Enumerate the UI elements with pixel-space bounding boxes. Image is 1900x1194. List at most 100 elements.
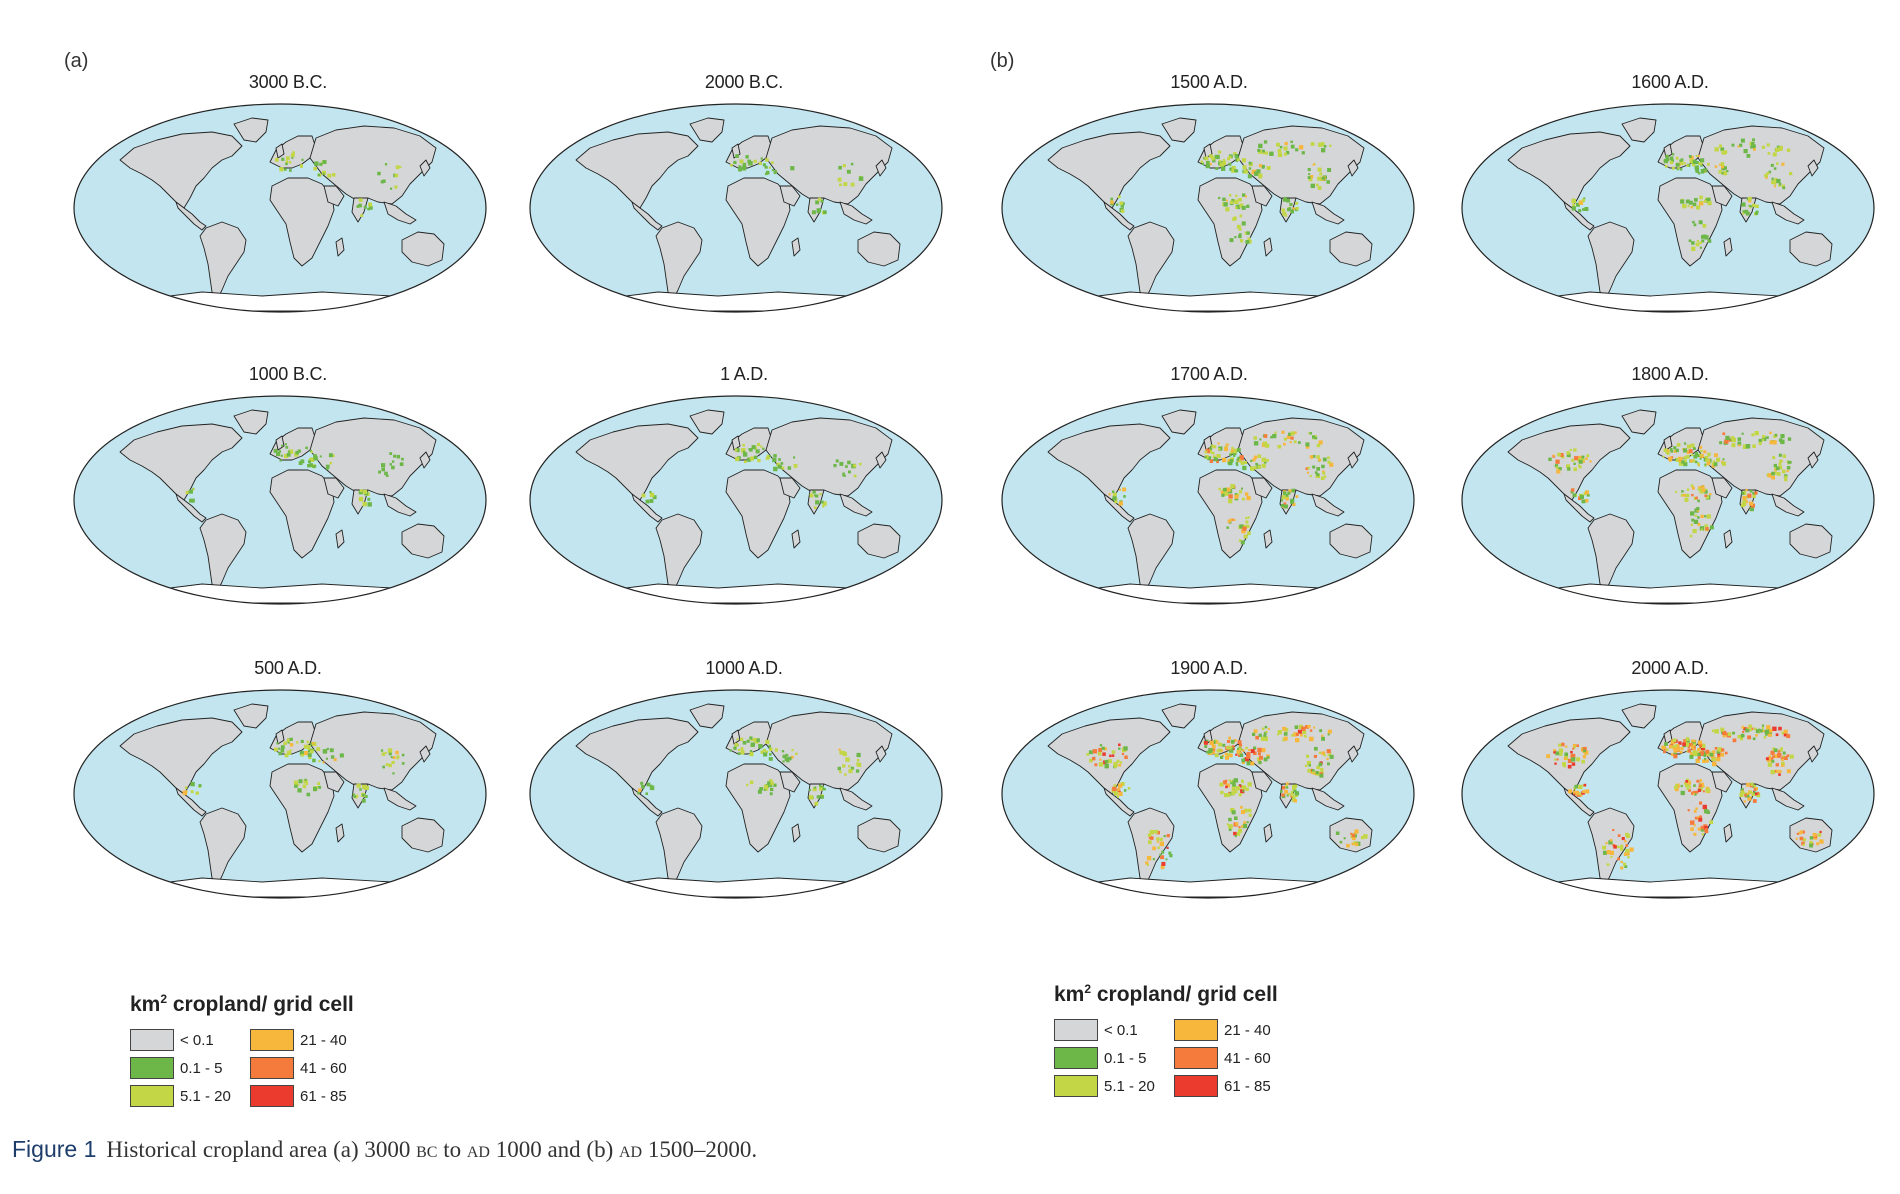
- cropland-cell: [1620, 866, 1624, 870]
- cropland-cell: [1775, 147, 1780, 152]
- cropland-cell: [395, 750, 399, 755]
- cropland-cell: [1714, 453, 1718, 458]
- cropland-cell: [822, 505, 825, 508]
- cropland-cell: [1693, 223, 1697, 227]
- cropland-cell: [1688, 239, 1692, 243]
- cropland-cell: [1764, 173, 1768, 178]
- cropland-cell: [1308, 764, 1311, 767]
- cropland-cells: [1546, 724, 1824, 870]
- cropland-cell: [1573, 462, 1576, 465]
- cropland-cell: [1702, 224, 1707, 228]
- cropland-cell: [1218, 742, 1222, 747]
- cropland-cell: [1727, 732, 1732, 736]
- cropland-cell: [1717, 752, 1722, 757]
- cropland-cell: [1226, 487, 1231, 492]
- cropland-cell: [777, 464, 782, 469]
- cropland-cell: [814, 786, 817, 789]
- cropland-cell: [1161, 861, 1166, 866]
- cropland-cell: [1722, 458, 1725, 461]
- cropland-cell: [853, 464, 857, 468]
- cropland-cell: [1721, 748, 1725, 752]
- cropland-cell: [1687, 809, 1690, 812]
- cropland-cell: [1266, 756, 1270, 759]
- cropland-cell: [362, 489, 368, 494]
- cropland-cell: [305, 782, 309, 785]
- cropland-cell: [1786, 469, 1789, 473]
- cropland-cell: [1156, 840, 1159, 843]
- cropland-cell: [1555, 466, 1559, 469]
- continent-south-america: [199, 221, 247, 299]
- cropland-cell: [1700, 825, 1705, 830]
- cropland-cell: [313, 786, 316, 789]
- world-map-500ad: [73, 689, 487, 899]
- cropland-cell: [303, 779, 308, 784]
- cropland-cell: [1692, 750, 1697, 755]
- cropland-cell: [1772, 747, 1776, 751]
- cropland-cell: [1335, 831, 1340, 835]
- cropland-cell: [1722, 171, 1728, 176]
- legend-item: 21 - 40: [1174, 1019, 1294, 1041]
- cropland-cell: [1204, 741, 1208, 745]
- cropland-cell: [1729, 438, 1732, 441]
- cropland-cell: [1695, 751, 1700, 756]
- cropland-cell: [765, 787, 769, 791]
- cropland-cell: [842, 752, 847, 757]
- continent-greenland: [1161, 703, 1197, 729]
- cropland-cell: [765, 172, 768, 176]
- cropland-cell: [850, 162, 854, 166]
- cropland-cell: [1287, 491, 1291, 495]
- legend-title: km2 cropland/ grid cell: [1054, 982, 1278, 1006]
- cropland-cell: [1232, 448, 1238, 454]
- cropland-cell: [327, 173, 332, 178]
- cropland-cell: [1709, 752, 1714, 757]
- continent-south-america: [655, 221, 703, 299]
- cropland-cell: [1240, 461, 1245, 465]
- cropland-cell: [1246, 524, 1250, 528]
- cropland-cell: [1327, 168, 1332, 172]
- cropland-cell: [1257, 747, 1262, 753]
- cropland-cell: [1257, 465, 1261, 469]
- cropland-cell: [1782, 751, 1786, 755]
- cropland-cells: [1110, 140, 1332, 244]
- cropland-cell: [1116, 759, 1120, 763]
- cropland-cell: [765, 456, 769, 460]
- cropland-cell: [1704, 758, 1707, 761]
- cropland-cell: [279, 459, 282, 462]
- cropland-cell: [1290, 436, 1294, 440]
- cropland-cell: [1720, 727, 1725, 732]
- cropland-cell: [1698, 786, 1703, 791]
- cropland-cell: [763, 752, 768, 757]
- cropland-cell: [1277, 444, 1282, 449]
- cropland-cell: [1678, 741, 1682, 745]
- cropland-cell: [1233, 778, 1238, 783]
- cropland-cell: [645, 499, 650, 504]
- cropland-cell: [1737, 734, 1742, 739]
- cropland-cell: [1578, 209, 1582, 213]
- cropland-cell: [856, 762, 860, 766]
- cropland-cell: [322, 749, 328, 754]
- cropland-cell: [307, 745, 311, 749]
- cropland-cell: [1681, 460, 1685, 464]
- cropland-cell: [1802, 843, 1805, 846]
- cropland-cell: [318, 760, 321, 763]
- cropland-cell: [1226, 753, 1231, 758]
- cropland-cell: [793, 464, 798, 468]
- cropland-cell: [1697, 516, 1700, 519]
- cropland-cell: [646, 782, 651, 787]
- cropland-cell: [1673, 749, 1677, 753]
- cropland-cell: [1743, 800, 1746, 803]
- cropland-cell: [1329, 144, 1332, 147]
- cropland-cell: [1235, 194, 1238, 198]
- cropland-cell: [1745, 444, 1751, 449]
- cropland-cell: [749, 780, 754, 785]
- cropland-cell: [1766, 143, 1770, 147]
- cropland-cell: [1692, 792, 1695, 795]
- cropland-cell: [1228, 194, 1232, 197]
- continent-new-zealand: [453, 553, 463, 571]
- cropland-cell: [1293, 440, 1297, 444]
- cropland-cell: [1566, 451, 1570, 455]
- cropland-cell: [1739, 793, 1744, 797]
- cropland-cell: [352, 793, 355, 796]
- cropland-cell: [1747, 493, 1752, 498]
- cropland-cell: [1114, 492, 1117, 495]
